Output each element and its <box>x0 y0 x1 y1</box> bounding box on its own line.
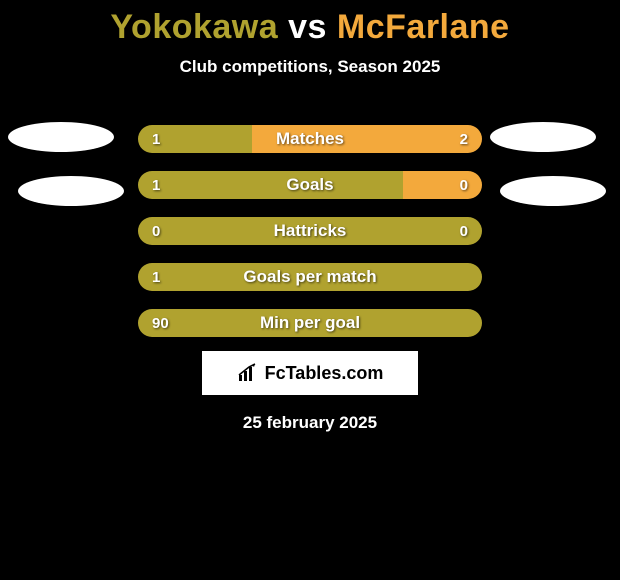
subtitle: Club competitions, Season 2025 <box>0 57 620 77</box>
side-ellipse <box>490 122 596 152</box>
stat-bar: 12Matches <box>138 125 482 153</box>
bar-label: Goals <box>138 171 482 199</box>
stat-bar: 1Goals per match <box>138 263 482 291</box>
side-ellipse <box>18 176 124 206</box>
date: 25 february 2025 <box>0 413 620 433</box>
vs-text: vs <box>288 8 327 46</box>
bar-label: Min per goal <box>138 309 482 337</box>
comparison-title: Yokokawa vs McFarlane <box>0 0 620 47</box>
stat-bar: 10Goals <box>138 171 482 199</box>
comparison-bars: 12Matches 10Goals 00Hattricks 1Goals per ma… <box>0 125 620 337</box>
chart-icon <box>237 363 259 383</box>
stat-bar: 00Hattricks <box>138 217 482 245</box>
bar-label: Hattricks <box>138 217 482 245</box>
player2-name: McFarlane <box>337 8 510 46</box>
stat-bar: 90Min per goal <box>138 309 482 337</box>
player1-name: Yokokawa <box>110 8 278 46</box>
watermark-text: FcTables.com <box>265 363 384 384</box>
side-ellipse <box>500 176 606 206</box>
side-ellipse <box>8 122 114 152</box>
bar-label: Matches <box>138 125 482 153</box>
watermark: FcTables.com <box>202 351 418 395</box>
bar-label: Goals per match <box>138 263 482 291</box>
